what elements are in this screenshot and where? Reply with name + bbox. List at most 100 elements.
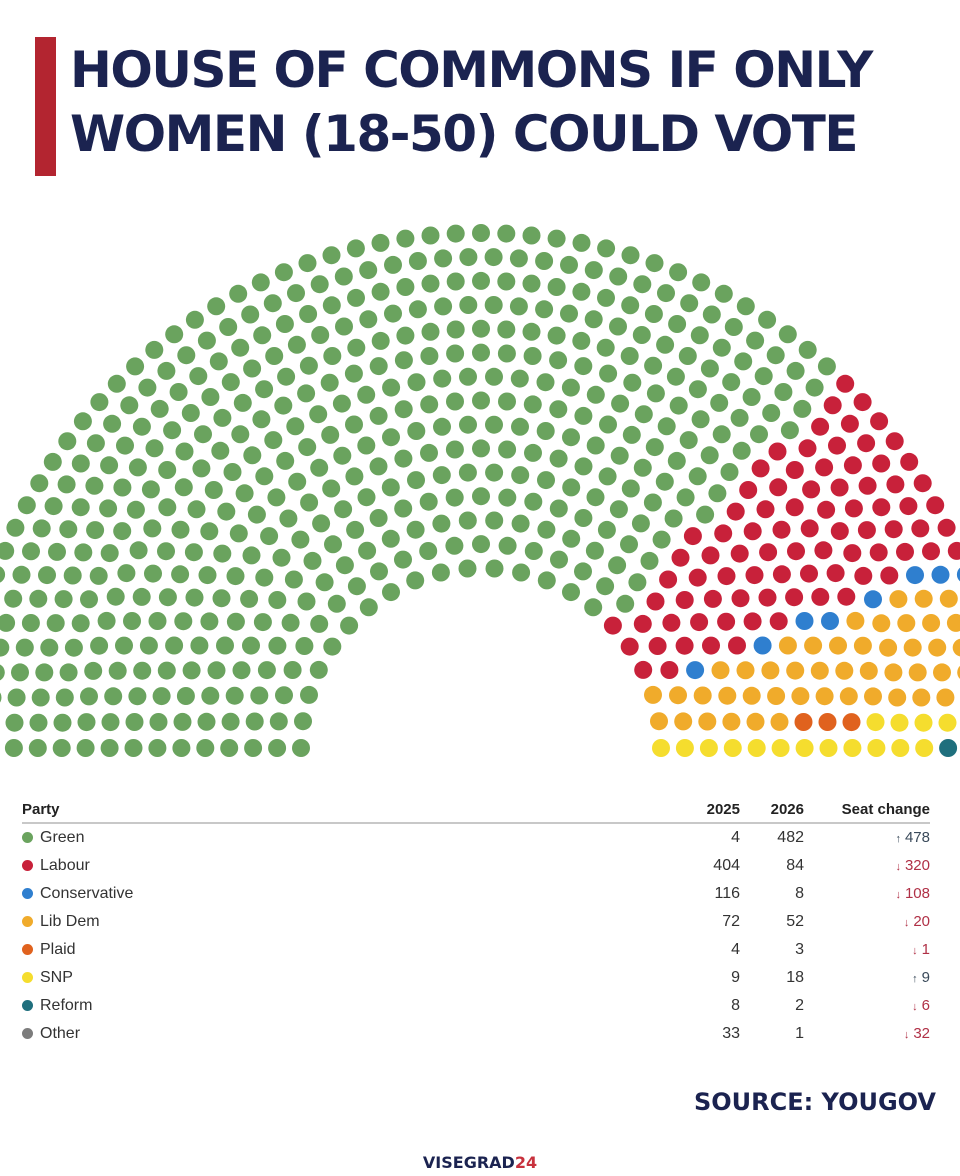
seat-dot-green xyxy=(22,542,40,561)
seat-dot-green xyxy=(244,739,263,757)
seat-dot-lib-dem xyxy=(928,638,947,657)
seat-dot-green xyxy=(572,282,591,301)
seat-dot-green xyxy=(597,520,616,539)
party-color-dot xyxy=(22,888,33,899)
seat-dot-green xyxy=(407,471,425,490)
seat-dot-green xyxy=(458,463,477,482)
seat-dot-green xyxy=(197,712,216,731)
seat-dot-green xyxy=(124,739,143,757)
seat-dot-green xyxy=(445,488,464,507)
seat-dot-lib-dem xyxy=(693,686,712,705)
seat-dot-green xyxy=(347,288,365,307)
seat-dot-green xyxy=(100,544,119,563)
seat-dot-green xyxy=(300,493,319,512)
seat-dot-green xyxy=(584,310,603,329)
table-row: Conservative 116 8 ↓ 108 xyxy=(22,880,930,908)
seat-dot-snp xyxy=(747,739,766,757)
seat-dot-green xyxy=(562,428,580,447)
party-name: Other xyxy=(40,1025,81,1042)
seat-dot-green xyxy=(644,356,663,375)
seat-dot-green xyxy=(485,559,504,578)
seat-dot-green xyxy=(384,255,402,274)
seat-dot-green xyxy=(446,320,465,339)
seat-dot-green xyxy=(817,357,836,376)
seat-dot-green xyxy=(132,417,151,436)
seat-dot-green xyxy=(44,497,63,516)
seat-dot-labour xyxy=(937,518,956,537)
seat-dot-green xyxy=(125,713,144,731)
seat-dot-green xyxy=(175,442,194,461)
seat-change-cell: ↓ 108 xyxy=(804,880,930,908)
seat-dot-green xyxy=(129,541,148,560)
seat-dot-green xyxy=(431,563,450,582)
seat-dot-green xyxy=(6,518,25,537)
seat-dot-labour xyxy=(728,636,746,655)
chart-title: HOUSE OF COMMONS IF ONLY WOMEN (18-50) C… xyxy=(70,38,930,166)
seat-dot-green xyxy=(586,385,605,404)
seat-dot-snp xyxy=(771,739,790,757)
seat-dot-green xyxy=(158,588,177,607)
seat-dot-green xyxy=(100,456,119,475)
seat-dot-green xyxy=(408,300,427,319)
seat-dot-labour xyxy=(884,520,903,539)
seat-dot-green xyxy=(522,226,541,245)
seat-dot-green xyxy=(207,297,226,316)
seat-dot-green xyxy=(509,249,528,268)
seat-dot-labour xyxy=(870,412,889,431)
seat-dot-green xyxy=(345,415,363,434)
seat-dot-green xyxy=(656,335,675,354)
seat-dot-green xyxy=(221,712,240,731)
seat-dot-green xyxy=(229,284,248,303)
seat-dot-green xyxy=(288,472,307,491)
seat-dot-labour xyxy=(911,519,930,538)
seat-dot-green xyxy=(80,590,98,609)
seat-dot-green xyxy=(272,548,291,567)
seat-dot-green xyxy=(710,393,729,412)
seat-dot-green xyxy=(472,439,490,458)
table-row: Green 4 482 ↑ 478 xyxy=(22,823,930,852)
seat-dot-labour xyxy=(858,476,877,495)
seats-2026-cell: 482 xyxy=(777,829,804,846)
seat-dot-green xyxy=(295,637,314,655)
seat-dot-labour xyxy=(731,589,750,608)
seats-2026-cell: 18 xyxy=(786,969,804,986)
seat-dot-green xyxy=(472,319,490,338)
seat-dot-green xyxy=(128,458,147,477)
party-name: Labour xyxy=(40,857,90,874)
seat-change-number: 9 xyxy=(921,969,930,986)
seat-dot-green xyxy=(257,661,276,680)
seat-dot-snp xyxy=(723,739,742,757)
seat-dot-green xyxy=(185,310,204,329)
seat-dot-green xyxy=(207,661,226,680)
seat-dot-green xyxy=(150,399,169,418)
party-cell: Lib Dem xyxy=(22,908,622,936)
seat-dot-green xyxy=(371,282,390,301)
seat-dot-labour xyxy=(787,542,805,561)
seat-dot-lib-dem xyxy=(746,712,765,731)
seat-dot-green xyxy=(158,461,177,479)
seat-dot-conservative xyxy=(795,612,814,630)
seat-dot-labour xyxy=(739,481,758,499)
seat-dot-green xyxy=(276,451,295,470)
seat-dot-lib-dem xyxy=(933,663,951,682)
seat-dot-snp xyxy=(867,739,886,757)
seat-dot-green xyxy=(133,661,152,680)
seat-dot-plaid xyxy=(794,713,813,731)
seat-dot-labour xyxy=(759,543,778,562)
seat-dot-green xyxy=(547,278,566,296)
seat-dot-green xyxy=(346,239,365,258)
seat-dot-green xyxy=(561,378,580,397)
seat-dot-green xyxy=(165,325,184,344)
seat-dot-green xyxy=(263,294,282,313)
seat-dot-green xyxy=(396,326,415,345)
seat-dot-green xyxy=(549,351,568,370)
seat-dot-green xyxy=(148,612,167,630)
seat-dot-labour xyxy=(688,568,707,587)
seats-2026-cell: 84 xyxy=(786,857,804,874)
seat-dot-green xyxy=(535,252,554,270)
seat-dot-green xyxy=(182,661,201,680)
seat-dot-green xyxy=(190,636,209,655)
seat-dot-green xyxy=(644,305,663,323)
table-row: Other 33 1 ↓ 32 xyxy=(22,1020,930,1048)
seat-dot-green xyxy=(408,252,427,270)
